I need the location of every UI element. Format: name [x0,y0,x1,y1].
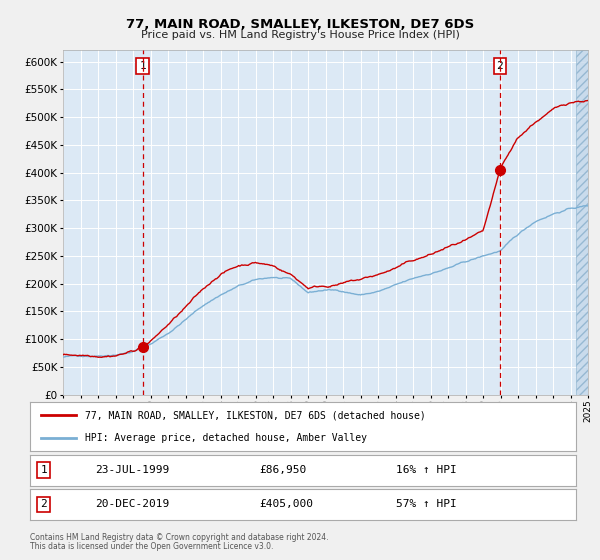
Text: 20-DEC-2019: 20-DEC-2019 [95,500,170,509]
Text: Price paid vs. HM Land Registry's House Price Index (HPI): Price paid vs. HM Land Registry's House … [140,30,460,40]
Bar [576,50,588,395]
Text: 16% ↑ HPI: 16% ↑ HPI [396,465,457,475]
Text: 57% ↑ HPI: 57% ↑ HPI [396,500,457,509]
Text: Contains HM Land Registry data © Crown copyright and database right 2024.: Contains HM Land Registry data © Crown c… [30,533,329,542]
Text: 1: 1 [40,465,47,475]
Text: 23-JUL-1999: 23-JUL-1999 [95,465,170,475]
Text: 1: 1 [139,61,146,71]
Text: This data is licensed under the Open Government Licence v3.0.: This data is licensed under the Open Gov… [30,542,274,550]
Text: £405,000: £405,000 [259,500,313,509]
Text: £86,950: £86,950 [259,465,307,475]
Text: 77, MAIN ROAD, SMALLEY, ILKESTON, DE7 6DS (detached house): 77, MAIN ROAD, SMALLEY, ILKESTON, DE7 6D… [85,410,425,421]
Text: 77, MAIN ROAD, SMALLEY, ILKESTON, DE7 6DS: 77, MAIN ROAD, SMALLEY, ILKESTON, DE7 6D… [126,18,474,31]
Text: 2: 2 [40,500,47,509]
Text: HPI: Average price, detached house, Amber Valley: HPI: Average price, detached house, Ambe… [85,433,367,444]
Text: 2: 2 [497,61,503,71]
